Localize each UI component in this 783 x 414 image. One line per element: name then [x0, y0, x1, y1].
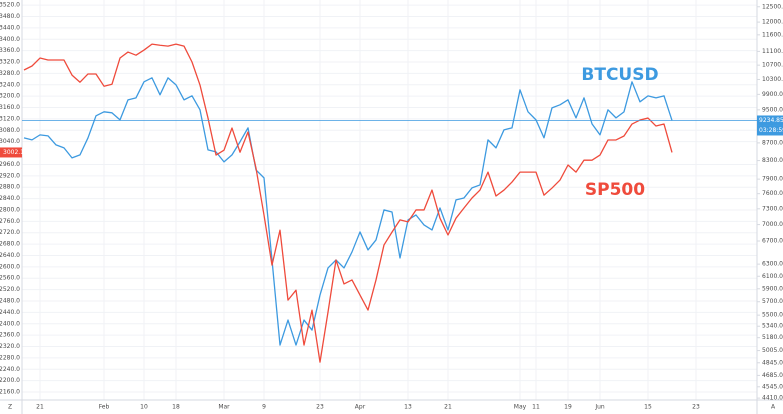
price-tag — [757, 115, 783, 126]
x-tick-label: 9 — [262, 404, 266, 411]
y-tick-label: 2960.0 — [0, 161, 20, 168]
y2-tick-label: 5900.00 — [762, 285, 783, 292]
y2-tick-label: 7900.00 — [762, 176, 783, 183]
y2-tick-label: 5700.00 — [762, 298, 783, 305]
y2-tick-label: 8700.00 — [762, 139, 783, 146]
y-tick-label: 3440.0 — [0, 24, 20, 31]
y2-tick-label: 7000.00 — [762, 221, 783, 228]
y-tick-label: 3160.0 — [0, 104, 20, 111]
y2-tick-label: 8300.00 — [762, 157, 783, 164]
y-tick-label: 3320.0 — [0, 59, 20, 66]
y2-tick-label: 10700.00 — [762, 62, 783, 69]
y-tick-label: 3200.0 — [0, 93, 20, 100]
x-tick-label: May — [514, 404, 527, 411]
y-tick-label: 2840.0 — [0, 195, 20, 202]
y-tick-label: 3280.0 — [0, 70, 20, 77]
y-tick-label: 3360.0 — [0, 47, 20, 54]
x-tick-label: 23 — [692, 404, 700, 411]
y-tick-label: 2480.0 — [0, 297, 20, 304]
y2-tick-label: 5005.00 — [762, 347, 783, 354]
y-tick-label: 2440.0 — [0, 309, 20, 316]
y-tick-label: 2200.0 — [0, 377, 20, 384]
y-tick-label: 2280.0 — [0, 354, 20, 361]
y2-tick-label: 9900.00 — [762, 91, 783, 98]
y2-tick-label: 10300.00 — [762, 76, 783, 83]
y2-tick-label: 6300.00 — [762, 261, 783, 268]
annotation: BTCUSD — [581, 65, 658, 85]
x-tick-label: 10 — [140, 404, 148, 411]
x-tick-label: 13 — [404, 404, 412, 411]
y-tick-label: 3520.0 — [0, 2, 20, 9]
countdown-tag — [757, 125, 783, 136]
y-tick-label: 2680.0 — [0, 241, 20, 248]
x-tick-label: Jun — [594, 404, 605, 411]
plot — [22, 43, 757, 363]
price-tag-label: 3002.1 — [3, 149, 24, 156]
y-tick-label: 2160.0 — [0, 389, 20, 396]
x-tick-label: Mar — [218, 404, 230, 411]
y-tick-label: 2360.0 — [0, 332, 20, 339]
countdown-label: 03:28:59 — [759, 127, 783, 134]
y-tick-label: 2520.0 — [0, 286, 20, 293]
y2-tick-label: 9500.00 — [762, 106, 783, 113]
price-tag — [0, 147, 22, 158]
price-tag-label: 9234.85 — [759, 117, 783, 124]
x-tick-label: Apr — [355, 404, 366, 411]
y2-tick-label: 7600.00 — [762, 190, 783, 197]
y2-tick-label: 11600.00 — [762, 31, 783, 38]
y2-tick-label: 12000.00 — [762, 19, 783, 26]
y-tick-label: 2320.0 — [0, 343, 20, 350]
y2-tick-label: 5180.00 — [762, 334, 783, 341]
y-tick-label: 3120.0 — [0, 115, 20, 122]
y2-tick-label: 11100.00 — [762, 48, 783, 55]
y-tick-label: 3240.0 — [0, 81, 20, 88]
y2-tick-label: 7300.00 — [762, 205, 783, 212]
y-tick-label: 3480.0 — [0, 13, 20, 20]
y2-tick-label: 4685.00 — [762, 372, 783, 379]
x-tick-label: 23 — [316, 404, 324, 411]
y2-tick-label: 5340.00 — [762, 323, 783, 330]
x-tick-label: 21 — [444, 404, 452, 411]
y-tick-label: 2240.0 — [0, 366, 20, 373]
y2-tick-label: 4845.00 — [762, 359, 783, 366]
x-tick-label: 21 — [36, 404, 44, 411]
y2-tick-label: 6100.00 — [762, 273, 783, 280]
x-tick-label: 11 — [532, 404, 540, 411]
y2-tick-label: 5500.00 — [762, 312, 783, 319]
y-tick-label: 3040.0 — [0, 138, 20, 145]
scale-button[interactable]: A — [771, 404, 776, 411]
x-tick-label: Feb — [99, 404, 110, 411]
y-tick-label: 2560.0 — [0, 275, 20, 282]
y-tick-label: 2920.0 — [0, 172, 20, 179]
y-tick-label: 2800.0 — [0, 206, 20, 213]
y-tick-label: 3400.0 — [0, 36, 20, 43]
y-tick-label: 3080.0 — [0, 127, 20, 134]
y-tick-label: 2720.0 — [0, 229, 20, 236]
x-tick-label: 18 — [172, 404, 180, 411]
y-tick-label: 2600.0 — [0, 263, 20, 270]
series-line — [23, 77, 673, 346]
y-tick-label: 2640.0 — [0, 252, 20, 259]
y-tick-label: 2760.0 — [0, 218, 20, 225]
x-tick-label: 15 — [644, 404, 652, 411]
scale-button[interactable]: Z — [8, 404, 12, 411]
annotation: SP500 — [585, 180, 645, 200]
y2-tick-label: 12500.00 — [762, 3, 783, 10]
y-tick-label: 2880.0 — [0, 184, 20, 191]
series-line — [23, 43, 673, 363]
y2-tick-label: 4545.00 — [762, 383, 783, 390]
y2-tick-label: 6700.00 — [762, 238, 783, 245]
x-tick-label: 19 — [564, 404, 572, 411]
y-tick-label: 2400.0 — [0, 320, 20, 327]
grid — [22, 0, 757, 400]
y2-tick-label: 4410.00 — [762, 395, 783, 402]
